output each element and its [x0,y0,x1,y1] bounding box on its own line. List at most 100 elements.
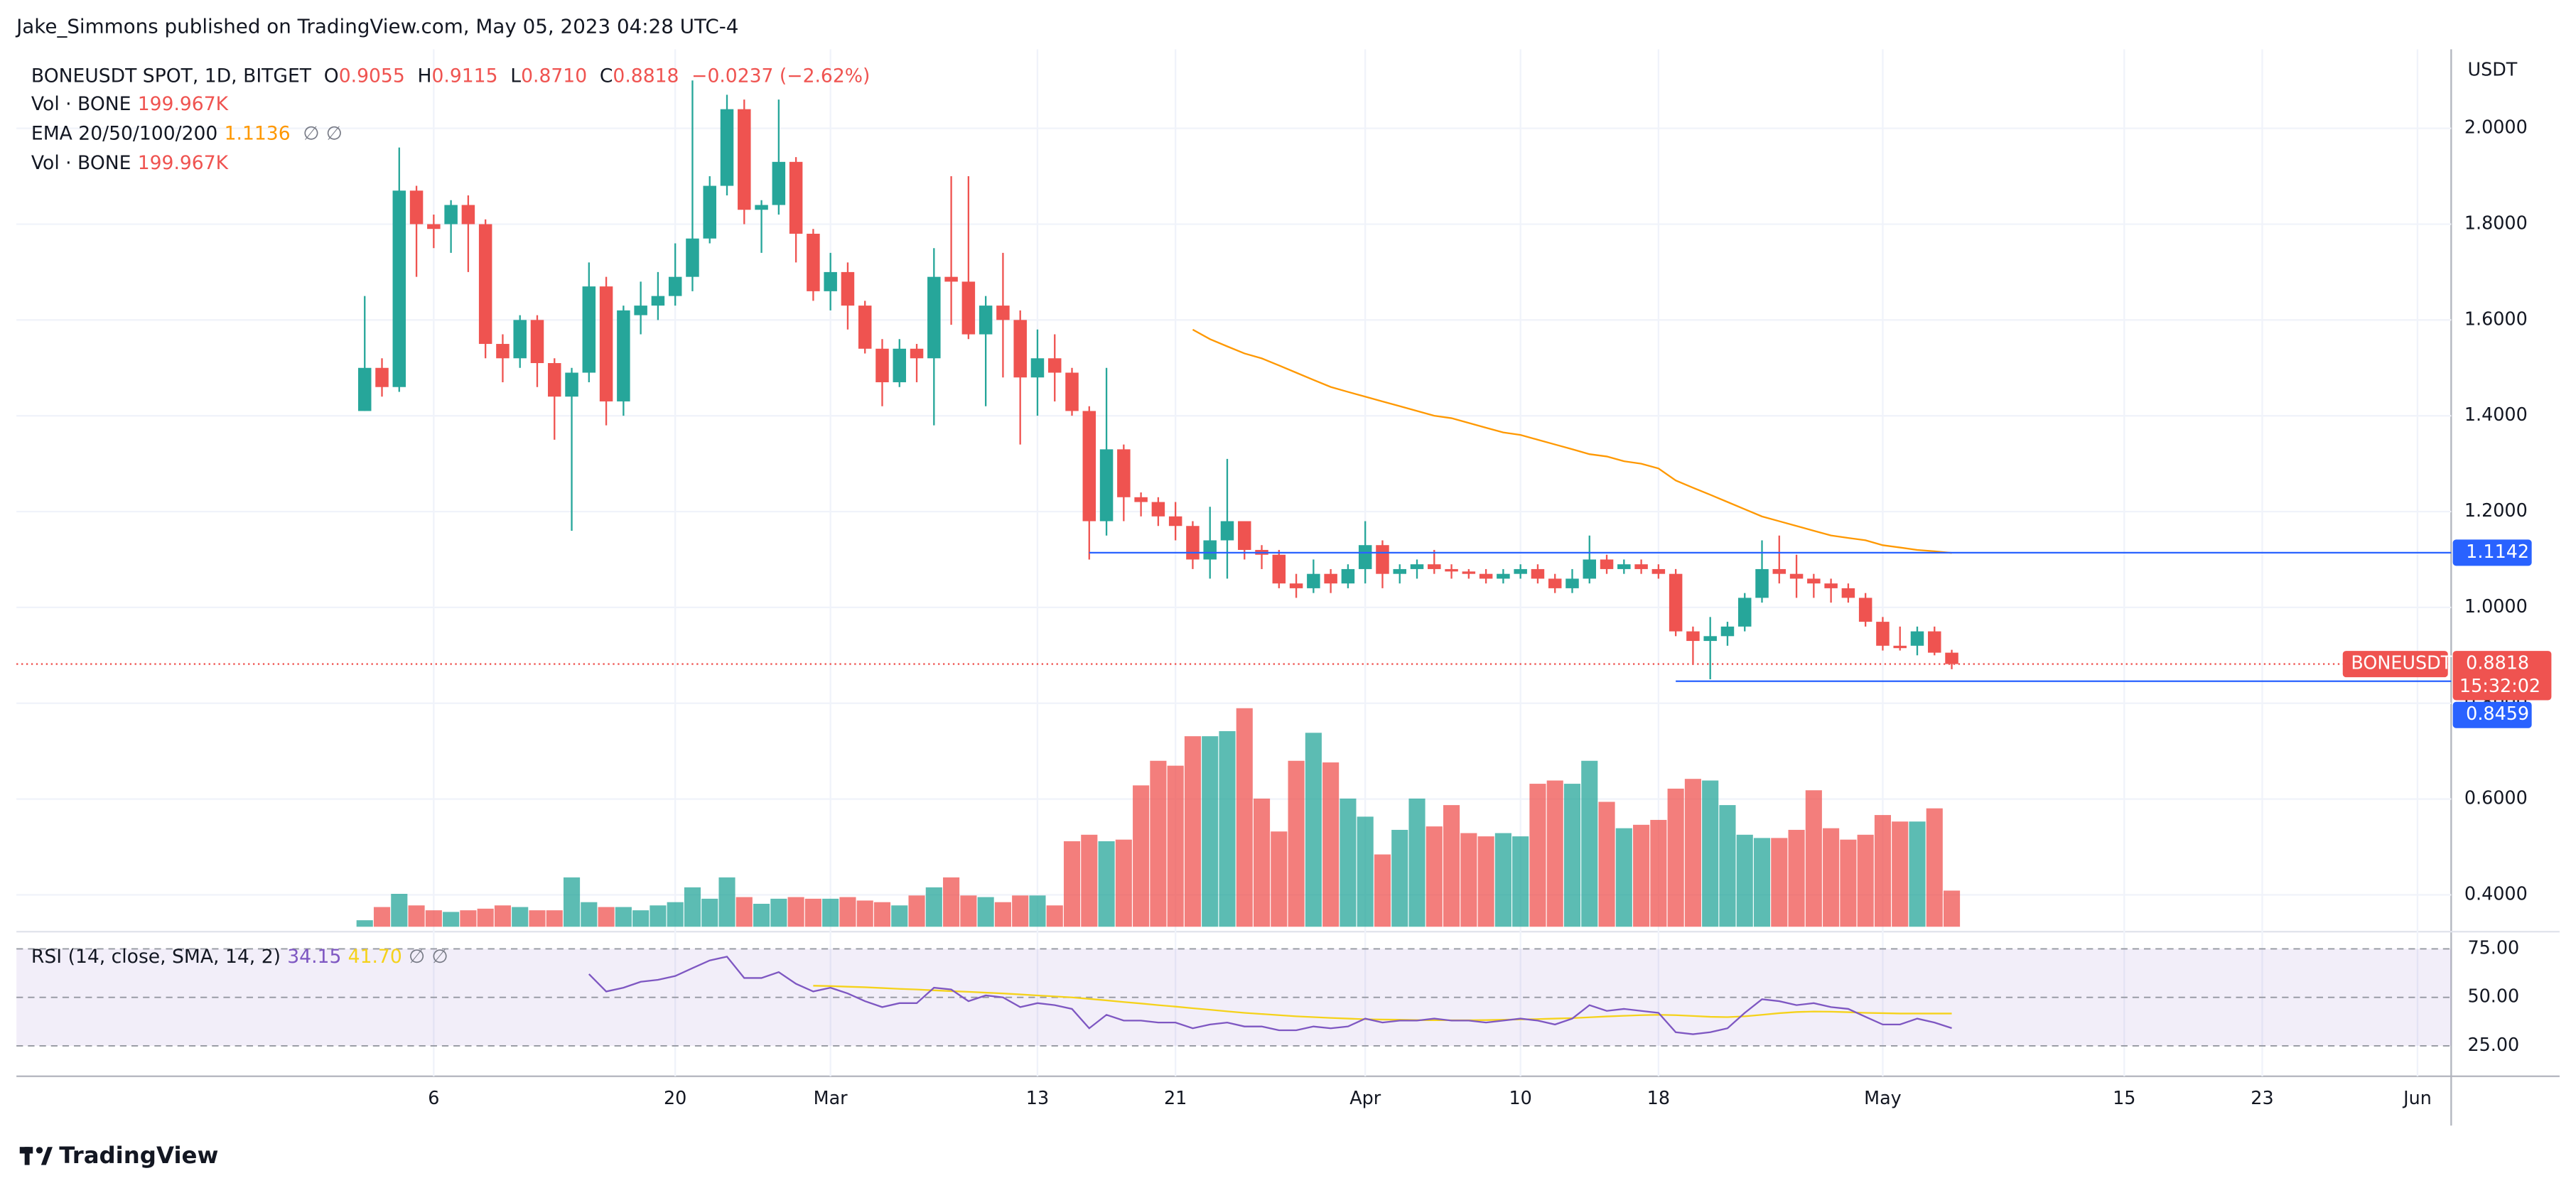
candle-body [1151,502,1165,517]
volume-bar [994,902,1011,927]
candle-body [1720,626,1735,637]
volume-bar [787,897,804,927]
rsi-pane [16,933,2452,1076]
volume-bar [1322,762,1340,927]
volume-bar [1581,760,1598,927]
volume-bar [1202,736,1219,927]
ema-line [1192,328,1952,554]
candle-body [1272,554,1286,584]
volume-bar [1857,834,1874,927]
symbol-tag-label: BONEUSDT [2351,652,2452,674]
candle-body [1737,598,1752,627]
candle-body [599,286,613,401]
y-tick-label: 1.8000 [2464,212,2528,233]
publish-text: Jake_Simmons published on TradingView.co… [16,14,739,38]
candle-body [582,286,596,373]
candle-body [1117,449,1131,497]
tv-logo [19,1147,53,1165]
vol-value: 199.967K [137,92,229,115]
volume-bar [1408,798,1426,927]
candle-body [1168,516,1182,526]
candle-body [1030,358,1045,378]
candle-body [1099,449,1114,522]
h-label: H [417,64,432,87]
candle-body [1514,568,1527,574]
volume-bar [632,910,650,927]
volume-bar [1805,790,1822,927]
last-price-tag [2452,651,2552,701]
volume-bar [960,895,977,927]
candle-body [1893,645,1907,649]
rsi-sma-line [813,985,1952,1022]
candle-body [548,363,561,397]
change: −0.0237 (−2.62%) [691,64,871,87]
candle-body [1065,372,1079,411]
candle-body [530,320,544,364]
candle-body [668,276,682,296]
candle-body [841,271,855,306]
brand: TradingView [59,1142,218,1169]
volume-bar [1150,760,1167,927]
candle-body [996,306,1010,320]
x-tick-label: 18 [1647,1087,1670,1108]
candle-body [1307,573,1320,588]
empty-value: ∅ [409,944,426,968]
volume-bar [1012,895,1029,927]
ema-value: 1.1136 [224,122,291,145]
ema-label: EMA 20/50/100/200 [31,122,218,145]
candle-body [893,348,907,382]
candle-body [720,109,734,186]
candle-body [1497,573,1510,579]
candle-body [1600,559,1614,569]
symbol: BONEUSDT SPOT, 1D, BITGET [31,64,312,87]
candle-body [1841,588,1855,598]
vol-label: Vol · BONE [31,92,131,115]
candle-body [1479,573,1493,579]
volume-bar [839,897,856,927]
volume-bar [977,897,994,927]
candle-body [565,372,578,397]
candle-body [1531,568,1545,579]
candle-body [1220,521,1234,541]
candle-body [1824,583,1838,588]
candle-body [1565,578,1579,588]
volume-bar [460,910,477,927]
volume-bar [1081,834,1098,927]
candle-body [824,271,837,291]
empty-value: ∅ [303,122,320,145]
candle-body [375,367,389,387]
volume-bar [443,912,460,927]
candle-body [1428,564,1441,569]
x-tick-label: Jun [2402,1087,2432,1108]
volume-bar [908,895,925,927]
candle-body [409,190,424,225]
volume-bar [822,898,839,927]
candle-body [1445,568,1458,572]
candle-body [944,276,958,282]
volume-bar [425,910,442,927]
x-tick-label: 15 [2113,1087,2135,1108]
candle-body [651,296,665,306]
candle-body [1134,497,1148,502]
candle-body [1047,358,1062,373]
volume-bar [1133,785,1150,927]
rsi-tick-label: 75.00 [2467,936,2519,958]
candle-body [1203,540,1217,560]
volume-bar [356,920,373,927]
volume-bar [856,900,873,927]
rsi-line [588,956,1952,1035]
volume-bar [546,910,563,927]
volume-bar [1460,833,1477,927]
price-tag [2452,539,2532,566]
candle-body [1755,568,1769,598]
volume-bar [1633,824,1650,927]
volume-bar [615,907,632,927]
volume-bar [770,898,787,927]
candle-body [444,205,458,225]
candle-body [772,161,786,205]
y-tick-label: 1.4000 [2464,404,2528,425]
vol-value: 199.967K [137,151,229,175]
